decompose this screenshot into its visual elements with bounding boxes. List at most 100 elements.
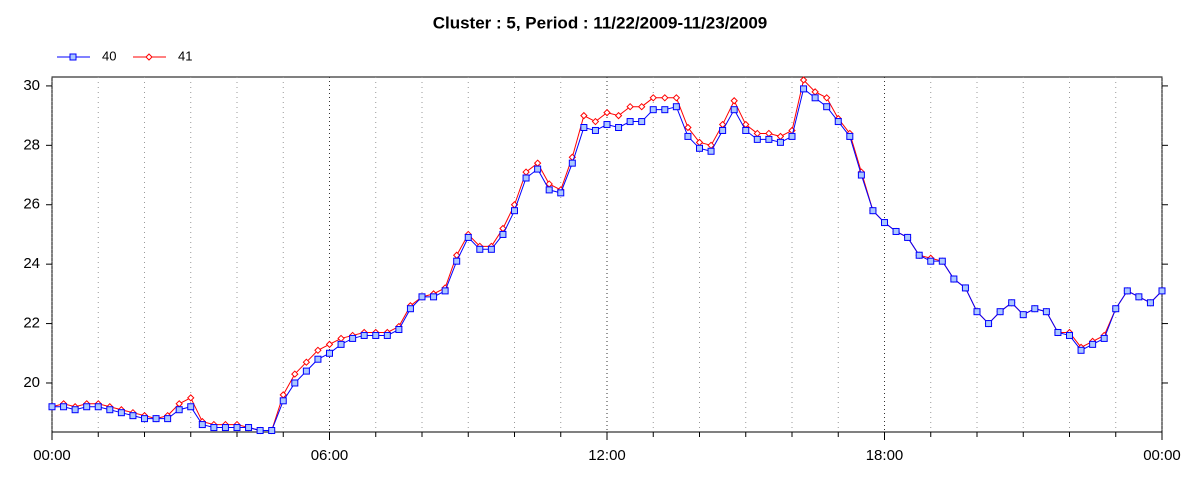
data-point xyxy=(141,415,148,423)
y-tick-label: 24 xyxy=(23,255,40,272)
data-point xyxy=(326,349,333,357)
data-point xyxy=(325,340,334,349)
data-point xyxy=(175,406,183,414)
data-point xyxy=(626,118,634,126)
data-point xyxy=(626,102,634,111)
data-point xyxy=(1077,346,1085,354)
data-point xyxy=(742,126,750,134)
data-point xyxy=(1123,287,1131,295)
data-point xyxy=(337,334,345,343)
x-tick-label: 00:00 xyxy=(1143,447,1181,464)
data-point xyxy=(1042,308,1050,316)
x-tick-label: 12:00 xyxy=(588,447,626,464)
data-point xyxy=(568,159,576,167)
data-point xyxy=(822,94,831,102)
data-point xyxy=(245,424,253,432)
data-point xyxy=(1019,311,1027,319)
data-point xyxy=(649,106,657,114)
data-point xyxy=(221,424,229,432)
data-point xyxy=(707,147,715,155)
data-point xyxy=(522,174,530,182)
data-point xyxy=(696,144,703,152)
data-point xyxy=(985,320,993,328)
data-point xyxy=(892,227,900,235)
data-point xyxy=(904,233,912,241)
data-point xyxy=(857,171,865,179)
data-point xyxy=(580,124,588,132)
data-point xyxy=(291,370,299,378)
data-point xyxy=(823,103,831,111)
data-point xyxy=(615,124,623,132)
data-point xyxy=(152,415,160,423)
y-tick-label: 26 xyxy=(23,196,40,213)
data-point xyxy=(649,94,657,102)
data-point xyxy=(776,138,784,146)
x-tick-label: 00:00 xyxy=(33,447,71,464)
x-tick-label: 18:00 xyxy=(866,447,904,464)
data-point xyxy=(395,326,403,334)
data-point xyxy=(499,230,507,238)
data-point xyxy=(430,293,438,301)
legend-marker xyxy=(69,53,77,61)
data-point xyxy=(314,346,322,355)
data-point xyxy=(915,251,923,259)
data-point xyxy=(117,409,125,417)
data-point xyxy=(719,126,727,134)
data-point xyxy=(187,403,195,411)
data-point xyxy=(349,334,357,342)
data-point xyxy=(1112,305,1120,313)
data-point xyxy=(83,403,91,411)
data-point xyxy=(765,129,773,138)
data-point xyxy=(406,305,414,313)
data-point xyxy=(60,403,68,411)
data-point xyxy=(799,76,808,84)
data-point xyxy=(372,331,380,339)
data-point xyxy=(950,275,958,283)
series xyxy=(48,76,1166,435)
data-point xyxy=(765,135,773,143)
chart-title: Cluster : 5, Period : 11/22/2009-11/23/2… xyxy=(433,13,768,32)
data-point xyxy=(661,106,669,114)
data-point xyxy=(938,257,946,265)
data-point xyxy=(464,233,472,241)
data-point xyxy=(256,427,264,435)
data-point xyxy=(511,207,518,215)
data-point xyxy=(811,94,819,102)
data-point xyxy=(730,97,738,105)
data-point xyxy=(360,331,368,339)
data-point xyxy=(302,367,310,375)
data-point xyxy=(210,424,218,432)
y-tick-label: 22 xyxy=(23,315,40,332)
data-point xyxy=(661,94,669,102)
legend: 40 41 xyxy=(57,48,192,63)
data-point xyxy=(800,85,808,93)
data-point xyxy=(1066,331,1073,339)
data-point xyxy=(834,118,842,126)
data-point xyxy=(684,123,692,132)
data-point xyxy=(637,102,646,111)
data-point xyxy=(129,412,137,420)
data-point xyxy=(291,379,299,387)
data-point xyxy=(753,135,761,143)
legend-marker xyxy=(145,53,153,61)
series xyxy=(48,85,1166,435)
data-point xyxy=(684,132,692,140)
legend-label: 41 xyxy=(178,48,192,63)
data-point xyxy=(48,403,56,411)
data-point xyxy=(869,207,877,215)
data-point xyxy=(534,165,542,173)
x-tick-label: 06:00 xyxy=(311,447,349,464)
data-point xyxy=(302,358,311,366)
data-point xyxy=(487,245,495,253)
data-point xyxy=(1031,305,1039,313)
data-point xyxy=(441,287,449,295)
data-point xyxy=(268,427,276,435)
data-point xyxy=(788,132,796,140)
y-tick-label: 30 xyxy=(23,77,40,94)
data-point xyxy=(927,257,935,265)
data-point xyxy=(603,108,611,117)
data-point xyxy=(614,111,623,120)
plot-frame xyxy=(51,76,1163,433)
data-point xyxy=(603,121,611,129)
